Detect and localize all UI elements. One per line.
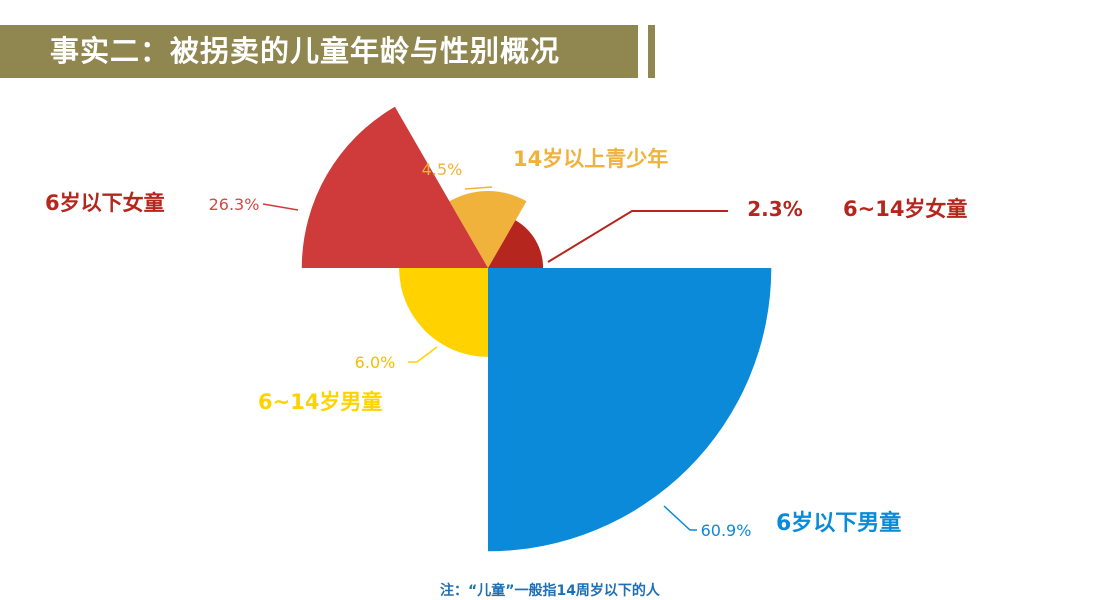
sector-girls-under-6 — [301, 106, 488, 268]
leader-line-boys-under-6 — [663, 505, 697, 531]
category-label-teen-over-14: 14岁以上青少年 — [513, 147, 668, 171]
title-accent-bar — [648, 25, 655, 78]
sector-boys-6-14 — [399, 268, 488, 357]
sector-teen-over-14 — [449, 190, 527, 268]
value-label-boys-6-14: 6.0% — [355, 353, 396, 372]
value-label-teen-over-14: 4.5% — [422, 160, 463, 179]
value-label-boys-under-6: 60.9% — [701, 521, 752, 540]
leader-line-teen-over-14 — [464, 186, 493, 190]
footnote: 注：“儿童”一般指14周岁以下的人 — [440, 583, 660, 599]
category-label-girls-under-6: 6岁以下女童 — [45, 191, 165, 215]
title-banner: 事实二：被拐卖的儿童年龄与性别概况 — [0, 25, 638, 78]
leader-line-girls-6-14 — [547, 210, 728, 263]
sector-boys-under-6 — [488, 268, 772, 552]
sector-girls-6-14 — [488, 220, 544, 268]
category-label-boys-6-14: 6~14岁男童 — [258, 390, 382, 414]
leader-line-girls-under-6 — [262, 203, 299, 211]
category-label-boys-under-6: 6岁以下男童 — [776, 510, 901, 536]
category-label-girls-6-14: 6~14岁女童 — [843, 197, 967, 221]
page-title: 事实二：被拐卖的儿童年龄与性别概况 — [50, 34, 561, 68]
value-label-girls-6-14: 2.3% — [747, 197, 802, 221]
leader-line-boys-6-14 — [408, 346, 438, 363]
value-label-girls-under-6: 26.3% — [209, 195, 260, 214]
